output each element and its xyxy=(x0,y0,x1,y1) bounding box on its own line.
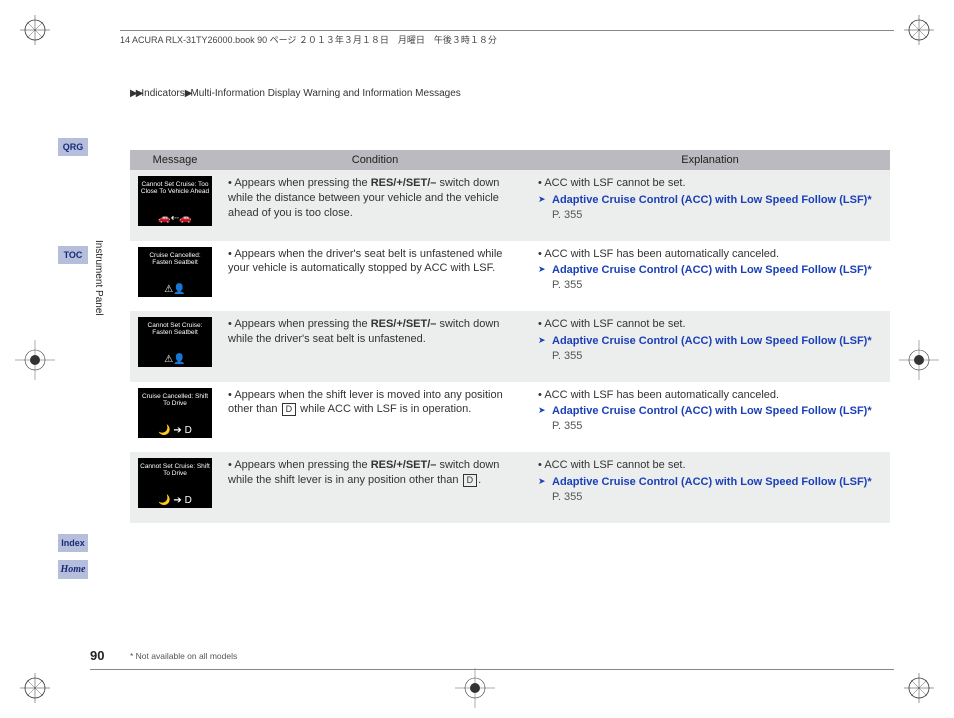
condition-text: Appears when pressing the RES/+/SET/– sw… xyxy=(228,458,522,488)
page-ref: P. 355 xyxy=(552,209,582,221)
table-row: Cannot Set Cruise: Fasten Seatbelt ⚠👤 Appe… xyxy=(130,311,890,382)
tab-index[interactable]: Index xyxy=(58,534,88,552)
table-row: Cruise Cancelled: Shift To Drive 🌙 ➔ D App… xyxy=(130,382,890,453)
explanation-text: ACC with LSF has been automatically canc… xyxy=(538,247,882,262)
section-label: Instrument Panel xyxy=(93,240,104,316)
page-number: 90 xyxy=(90,648,104,663)
condition-cell: Appears when pressing the RES/+/SET/– sw… xyxy=(220,311,530,382)
registration-mark-icon xyxy=(899,340,939,380)
page-ref: P. 355 xyxy=(552,491,582,503)
message-cell: Cannot Set Cruise: Fasten Seatbelt ⚠👤 xyxy=(130,311,220,382)
condition-cell: Appears when the driver's seat belt is u… xyxy=(220,241,530,312)
page-ref: P. 355 xyxy=(552,350,582,362)
cross-reference: Adaptive Cruise Control (ACC) with Low S… xyxy=(538,263,882,293)
breadcrumb-part2: Multi-Information Display Warning and In… xyxy=(190,88,460,99)
message-title: Cruise Cancelled: Fasten Seatbelt xyxy=(140,252,210,266)
doc-header: 14 ACURA RLX-31TY26000.book 90 ページ ２０１３年… xyxy=(120,30,894,46)
messages-table: Message Condition Explanation Cannot Set… xyxy=(130,150,890,523)
message-pictogram-icon: ⚠👤 xyxy=(164,285,185,295)
condition-text: Appears when pressing the RES/+/SET/– sw… xyxy=(228,176,522,221)
shift-position-icon: D xyxy=(463,474,478,487)
breadcrumb: ▶▶Indicators▶Multi-Information Display W… xyxy=(130,88,461,99)
tab-qrg[interactable]: QRG xyxy=(58,138,88,156)
breadcrumb-arrows: ▶▶ xyxy=(130,88,141,99)
message-pictogram-icon: 🌙 ➔ D xyxy=(158,426,192,436)
message-display-icon: Cannot Set Cruise: Fasten Seatbelt ⚠👤 xyxy=(138,317,212,367)
message-display-icon: Cruise Cancelled: Shift To Drive 🌙 ➔ D xyxy=(138,388,212,438)
message-title: Cruise Cancelled: Shift To Drive xyxy=(140,393,210,407)
table-row: Cannot Set Cruise: Too Close To Vehicle … xyxy=(130,170,890,241)
col-condition: Condition xyxy=(220,150,530,170)
crop-mark-icon xyxy=(904,15,934,45)
tab-toc[interactable]: TOC xyxy=(58,246,88,264)
message-pictogram-icon: 🚗⇠🚗 xyxy=(158,214,191,224)
condition-text: Appears when the shift lever is moved in… xyxy=(228,388,522,418)
col-explanation: Explanation xyxy=(530,150,890,170)
explanation-cell: ACC with LSF cannot be set. Adaptive Crui… xyxy=(530,170,890,241)
message-pictogram-icon: 🌙 ➔ D xyxy=(158,496,192,506)
message-display-icon: Cruise Cancelled: Fasten Seatbelt ⚠👤 xyxy=(138,247,212,297)
table-row: Cruise Cancelled: Fasten Seatbelt ⚠👤 Appea… xyxy=(130,241,890,312)
message-pictogram-icon: ⚠👤 xyxy=(164,355,185,365)
message-cell: Cruise Cancelled: Shift To Drive 🌙 ➔ D xyxy=(130,382,220,453)
condition-text: Appears when pressing the RES/+/SET/– sw… xyxy=(228,317,522,347)
col-message: Message xyxy=(130,150,220,170)
reference-link[interactable]: Adaptive Cruise Control (ACC) with Low S… xyxy=(552,405,872,417)
switch-label: RES/+/SET/– xyxy=(371,318,437,330)
condition-cell: Appears when pressing the RES/+/SET/– sw… xyxy=(220,170,530,241)
condition-text: Appears when the driver's seat belt is u… xyxy=(228,247,522,277)
cross-reference: Adaptive Cruise Control (ACC) with Low S… xyxy=(538,475,882,505)
explanation-cell: ACC with LSF cannot be set. Adaptive Crui… xyxy=(530,452,890,523)
condition-cell: Appears when pressing the RES/+/SET/– sw… xyxy=(220,452,530,523)
switch-label: RES/+/SET/– xyxy=(371,459,437,471)
message-title: Cannot Set Cruise: Shift To Drive xyxy=(140,463,210,477)
cross-reference: Adaptive Cruise Control (ACC) with Low S… xyxy=(538,334,882,364)
message-cell: Cannot Set Cruise: Too Close To Vehicle … xyxy=(130,170,220,241)
explanation-cell: ACC with LSF has been automatically canc… xyxy=(530,382,890,453)
crop-mark-icon xyxy=(20,673,50,703)
message-display-icon: Cannot Set Cruise: Too Close To Vehicle … xyxy=(138,176,212,226)
explanation-cell: ACC with LSF has been automatically canc… xyxy=(530,241,890,312)
crop-mark-icon xyxy=(20,15,50,45)
condition-cell: Appears when the shift lever is moved in… xyxy=(220,382,530,453)
explanation-cell: ACC with LSF cannot be set. Adaptive Crui… xyxy=(530,311,890,382)
page-ref: P. 355 xyxy=(552,279,582,291)
reference-link[interactable]: Adaptive Cruise Control (ACC) with Low S… xyxy=(552,264,872,276)
reference-link[interactable]: Adaptive Cruise Control (ACC) with Low S… xyxy=(552,335,872,347)
explanation-text: ACC with LSF cannot be set. xyxy=(538,317,882,332)
reference-link[interactable]: Adaptive Cruise Control (ACC) with Low S… xyxy=(552,476,872,488)
cross-reference: Adaptive Cruise Control (ACC) with Low S… xyxy=(538,404,882,434)
registration-mark-icon xyxy=(15,340,55,380)
tab-home[interactable]: Home xyxy=(58,560,88,579)
message-display-icon: Cannot Set Cruise: Shift To Drive 🌙 ➔ D xyxy=(138,458,212,508)
explanation-text: ACC with LSF cannot be set. xyxy=(538,458,882,473)
explanation-text: ACC with LSF has been automatically canc… xyxy=(538,388,882,403)
reference-link[interactable]: Adaptive Cruise Control (ACC) with Low S… xyxy=(552,194,872,206)
message-title: Cannot Set Cruise: Fasten Seatbelt xyxy=(140,322,210,336)
breadcrumb-part1: Indicators xyxy=(141,88,184,99)
page-ref: P. 355 xyxy=(552,420,582,432)
shift-position-icon: D xyxy=(282,403,297,416)
switch-label: RES/+/SET/– xyxy=(371,177,437,189)
message-cell: Cruise Cancelled: Fasten Seatbelt ⚠👤 xyxy=(130,241,220,312)
footnote: * Not available on all models xyxy=(130,651,237,661)
cross-reference: Adaptive Cruise Control (ACC) with Low S… xyxy=(538,193,882,223)
registration-mark-icon xyxy=(455,668,495,708)
message-cell: Cannot Set Cruise: Shift To Drive 🌙 ➔ D xyxy=(130,452,220,523)
message-title: Cannot Set Cruise: Too Close To Vehicle … xyxy=(140,181,210,195)
table-row: Cannot Set Cruise: Shift To Drive 🌙 ➔ D Ap… xyxy=(130,452,890,523)
crop-mark-icon xyxy=(904,673,934,703)
doc-info-text: 14 ACURA RLX-31TY26000.book 90 ページ ２０１３年… xyxy=(120,35,497,45)
explanation-text: ACC with LSF cannot be set. xyxy=(538,176,882,191)
footer-rule xyxy=(90,669,894,670)
